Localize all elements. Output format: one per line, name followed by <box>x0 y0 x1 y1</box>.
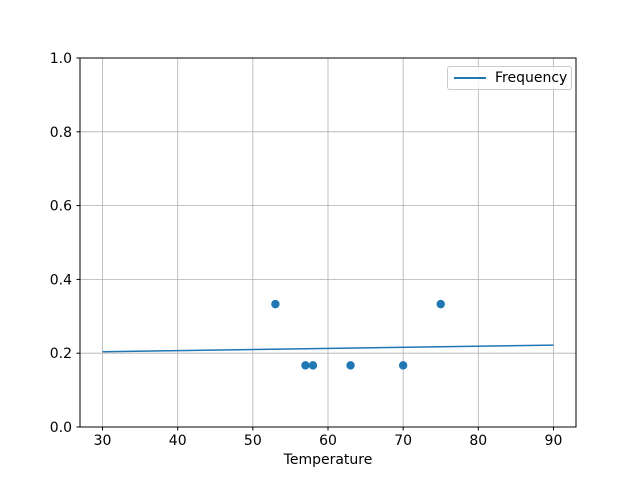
x-tick-label: 50 <box>244 433 262 449</box>
x-tick-label: 40 <box>169 433 187 449</box>
x-tick-label: 80 <box>469 433 487 449</box>
legend-line-sample-icon <box>454 77 486 79</box>
y-tick-label: 0.2 <box>50 346 72 362</box>
x-tick-label: 90 <box>545 433 563 449</box>
scatter-point <box>301 361 310 370</box>
scatter-point <box>346 361 355 370</box>
y-tick-label: 0.0 <box>50 420 72 436</box>
scatter-point <box>398 361 408 370</box>
x-axis-label: Temperature <box>283 452 373 468</box>
legend-entry-label: Frequency <box>495 70 568 86</box>
legend: Frequency <box>447 66 572 90</box>
frequency-trend-line <box>102 344 554 353</box>
scatter-point <box>308 361 318 370</box>
y-tick-label: 0.4 <box>50 272 72 288</box>
y-tick-label: 1.0 <box>50 51 72 67</box>
x-tick-label: 30 <box>94 433 112 449</box>
scatter-point <box>436 299 445 309</box>
y-tick-label: 0.6 <box>50 199 72 215</box>
y-tick-label: 0.8 <box>50 125 72 141</box>
scatter-point <box>271 299 280 309</box>
x-tick-label: 70 <box>394 433 412 449</box>
x-tick-label: 60 <box>319 433 337 449</box>
